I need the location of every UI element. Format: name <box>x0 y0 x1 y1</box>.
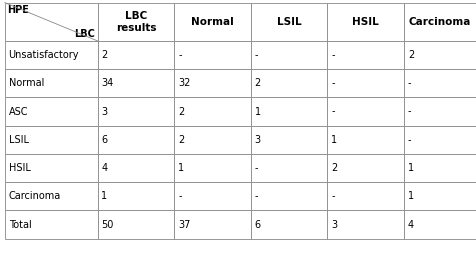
Text: Carcinoma: Carcinoma <box>409 17 471 27</box>
Text: 2: 2 <box>178 135 184 145</box>
Bar <box>404 3 476 41</box>
Bar <box>327 182 404 210</box>
Text: 2: 2 <box>255 78 261 88</box>
Bar <box>5 126 98 154</box>
Bar <box>5 182 98 210</box>
Text: 6: 6 <box>255 220 261 229</box>
Text: 3: 3 <box>255 135 261 145</box>
Text: 2: 2 <box>408 50 414 60</box>
Text: 6: 6 <box>101 135 108 145</box>
Bar <box>251 182 327 210</box>
Text: -: - <box>178 50 181 60</box>
Text: LBC
results: LBC results <box>116 11 156 32</box>
Text: Unsatisfactory: Unsatisfactory <box>9 50 79 60</box>
Bar <box>327 126 404 154</box>
Text: 1: 1 <box>408 191 414 201</box>
Bar <box>174 41 251 69</box>
Bar <box>251 97 327 126</box>
Bar <box>327 97 404 126</box>
Bar <box>404 126 476 154</box>
Text: 3: 3 <box>331 220 337 229</box>
Text: HPE: HPE <box>7 5 29 15</box>
Text: -: - <box>331 50 335 60</box>
Bar <box>98 69 174 97</box>
Bar <box>404 69 476 97</box>
Text: -: - <box>331 107 335 116</box>
Bar <box>5 41 98 69</box>
Bar <box>327 154 404 182</box>
Bar <box>404 182 476 210</box>
Bar <box>174 182 251 210</box>
Bar <box>5 3 98 41</box>
Bar <box>98 41 174 69</box>
Text: -: - <box>178 191 181 201</box>
Bar <box>174 3 251 41</box>
Bar <box>5 210 98 239</box>
Text: -: - <box>255 163 258 173</box>
Text: Normal: Normal <box>9 78 44 88</box>
Text: -: - <box>331 191 335 201</box>
Bar <box>174 97 251 126</box>
Text: 50: 50 <box>101 220 114 229</box>
Text: 4: 4 <box>101 163 108 173</box>
Bar <box>251 41 327 69</box>
Text: Normal: Normal <box>191 17 234 27</box>
Text: Carcinoma: Carcinoma <box>9 191 61 201</box>
Text: -: - <box>331 78 335 88</box>
Text: 2: 2 <box>101 50 108 60</box>
Bar <box>5 97 98 126</box>
Text: 1: 1 <box>255 107 261 116</box>
Text: 32: 32 <box>178 78 190 88</box>
Bar <box>251 126 327 154</box>
Text: -: - <box>408 78 411 88</box>
Bar <box>251 154 327 182</box>
Bar <box>98 97 174 126</box>
Text: 1: 1 <box>331 135 337 145</box>
Text: -: - <box>255 191 258 201</box>
Text: 34: 34 <box>101 78 114 88</box>
Text: 4: 4 <box>408 220 414 229</box>
Bar <box>5 69 98 97</box>
Text: -: - <box>255 50 258 60</box>
Bar <box>251 69 327 97</box>
Bar <box>327 41 404 69</box>
Text: HSIL: HSIL <box>352 17 379 27</box>
Bar <box>404 154 476 182</box>
Bar <box>174 69 251 97</box>
Bar <box>5 154 98 182</box>
Text: 37: 37 <box>178 220 190 229</box>
Bar <box>251 3 327 41</box>
Bar <box>327 69 404 97</box>
Bar <box>98 154 174 182</box>
Bar <box>98 210 174 239</box>
Bar <box>404 210 476 239</box>
Bar <box>251 210 327 239</box>
Bar <box>404 97 476 126</box>
Bar <box>327 210 404 239</box>
Text: 1: 1 <box>178 163 184 173</box>
Text: 1: 1 <box>101 191 108 201</box>
Text: 3: 3 <box>101 107 108 116</box>
Text: HSIL: HSIL <box>9 163 30 173</box>
Text: ASC: ASC <box>9 107 28 116</box>
Bar <box>174 126 251 154</box>
Text: -: - <box>408 135 411 145</box>
Bar <box>174 154 251 182</box>
Bar <box>327 3 404 41</box>
Text: LSIL: LSIL <box>9 135 29 145</box>
Bar <box>98 126 174 154</box>
Text: LBC: LBC <box>74 29 95 39</box>
Text: LSIL: LSIL <box>277 17 301 27</box>
Text: 2: 2 <box>331 163 337 173</box>
Bar <box>98 182 174 210</box>
Bar <box>174 210 251 239</box>
Text: 1: 1 <box>408 163 414 173</box>
Bar <box>404 41 476 69</box>
Text: -: - <box>408 107 411 116</box>
Bar <box>98 3 174 41</box>
Text: Total: Total <box>9 220 31 229</box>
Text: 2: 2 <box>178 107 184 116</box>
